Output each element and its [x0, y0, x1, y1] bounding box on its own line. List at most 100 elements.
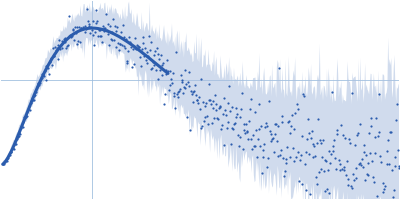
Point	[96, 35, 103, 38]
Point	[104, 28, 110, 31]
Point	[4, 158, 11, 161]
Point	[146, 48, 153, 52]
Point	[246, 119, 252, 123]
Point	[243, 123, 249, 126]
Point	[332, 168, 339, 171]
Point	[49, 63, 55, 66]
Point	[204, 122, 211, 125]
Point	[130, 47, 136, 51]
Point	[338, 124, 344, 127]
Point	[208, 103, 214, 106]
Point	[35, 83, 42, 86]
Point	[19, 125, 26, 129]
Point	[290, 159, 297, 163]
Point	[267, 133, 274, 136]
Point	[101, 30, 108, 33]
Point	[250, 133, 256, 136]
Point	[41, 74, 47, 78]
Point	[202, 115, 208, 118]
Point	[226, 84, 232, 87]
Point	[336, 158, 342, 161]
Point	[73, 31, 79, 34]
Point	[85, 23, 92, 26]
Point	[184, 115, 190, 118]
Point	[256, 102, 263, 105]
Point	[353, 166, 360, 169]
Point	[158, 54, 164, 57]
Point	[175, 95, 182, 99]
Point	[38, 73, 45, 76]
Point	[325, 192, 332, 195]
Point	[294, 108, 301, 111]
Point	[132, 37, 138, 40]
Point	[319, 156, 326, 159]
Point	[30, 98, 37, 102]
Point	[340, 168, 347, 171]
Point	[387, 130, 394, 133]
Point	[14, 135, 21, 139]
Point	[174, 92, 180, 95]
Point	[274, 139, 280, 143]
Point	[342, 137, 348, 140]
Point	[268, 140, 274, 143]
Point	[192, 83, 198, 86]
Point	[358, 164, 364, 167]
Point	[128, 42, 134, 45]
Point	[112, 30, 119, 33]
Point	[53, 48, 59, 51]
Point	[28, 102, 34, 105]
Point	[219, 124, 225, 127]
Point	[140, 41, 146, 44]
Point	[361, 150, 368, 153]
Point	[100, 27, 107, 30]
Point	[274, 125, 281, 128]
Point	[42, 65, 49, 68]
Point	[181, 86, 187, 89]
Point	[333, 132, 340, 135]
Point	[356, 162, 362, 165]
Point	[122, 47, 128, 50]
Point	[129, 65, 136, 68]
Point	[92, 22, 99, 25]
Point	[174, 91, 181, 94]
Point	[66, 34, 72, 37]
Point	[98, 35, 104, 38]
Point	[100, 24, 106, 28]
Point	[365, 162, 372, 165]
Point	[48, 57, 54, 60]
Point	[158, 73, 165, 76]
Point	[31, 94, 38, 98]
Point	[344, 183, 351, 186]
Point	[291, 128, 298, 131]
Point	[221, 96, 228, 99]
Point	[18, 122, 25, 125]
Point	[354, 134, 360, 137]
Point	[108, 38, 115, 41]
Point	[40, 74, 46, 77]
Point	[12, 140, 19, 143]
Point	[352, 177, 359, 180]
Point	[337, 168, 344, 171]
Point	[292, 112, 298, 115]
Point	[232, 115, 239, 118]
Point	[206, 83, 212, 86]
Point	[318, 142, 325, 145]
Point	[116, 42, 123, 46]
Point	[293, 156, 299, 159]
Point	[43, 78, 50, 82]
Point	[216, 104, 223, 107]
Point	[168, 77, 174, 81]
Point	[346, 137, 352, 141]
Point	[298, 153, 304, 156]
Point	[120, 23, 126, 26]
Point	[97, 29, 104, 32]
Point	[360, 144, 367, 147]
Point	[70, 27, 76, 31]
Point	[135, 44, 141, 47]
Point	[391, 155, 398, 158]
Point	[74, 42, 81, 46]
Point	[295, 151, 302, 154]
Point	[233, 107, 240, 110]
Point	[194, 99, 200, 102]
Point	[249, 147, 256, 151]
